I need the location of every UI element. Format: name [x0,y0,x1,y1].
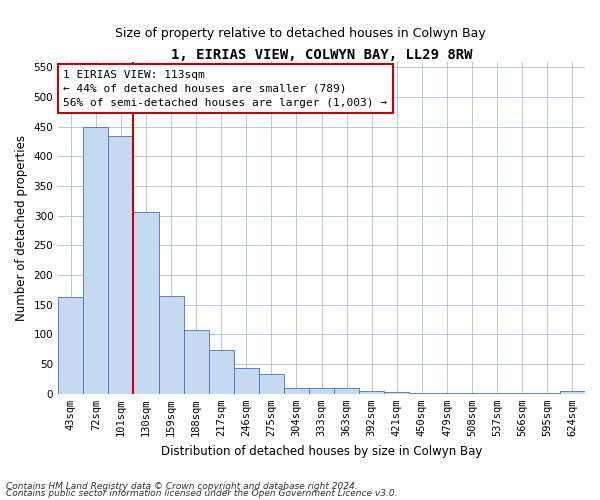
Bar [409,392,434,394]
Bar [359,391,385,394]
Y-axis label: Number of detached properties: Number of detached properties [15,134,28,320]
Bar [460,393,485,394]
Bar [209,350,234,394]
Bar [184,330,209,394]
Bar [158,296,184,394]
Bar [234,368,259,394]
Text: Contains public sector information licensed under the Open Government Licence v3: Contains public sector information licen… [6,490,398,498]
Text: Contains HM Land Registry data © Crown copyright and database right 2024.: Contains HM Land Registry data © Crown c… [6,482,358,491]
Bar [109,136,133,394]
Bar [535,393,560,394]
Bar [133,212,158,394]
Bar [259,374,284,394]
Bar [434,392,460,394]
Title: 1, EIRIAS VIEW, COLWYN BAY, LL29 8RW: 1, EIRIAS VIEW, COLWYN BAY, LL29 8RW [171,48,472,62]
Bar [510,393,535,394]
Bar [385,392,409,394]
Bar [485,393,510,394]
Bar [284,388,309,394]
Bar [58,297,83,394]
Text: Size of property relative to detached houses in Colwyn Bay: Size of property relative to detached ho… [115,28,485,40]
X-axis label: Distribution of detached houses by size in Colwyn Bay: Distribution of detached houses by size … [161,444,482,458]
Bar [334,388,359,394]
Bar [560,392,585,394]
Bar [309,388,334,394]
Bar [83,127,109,394]
Text: 1 EIRIAS VIEW: 113sqm
← 44% of detached houses are smaller (789)
56% of semi-det: 1 EIRIAS VIEW: 113sqm ← 44% of detached … [64,70,388,108]
